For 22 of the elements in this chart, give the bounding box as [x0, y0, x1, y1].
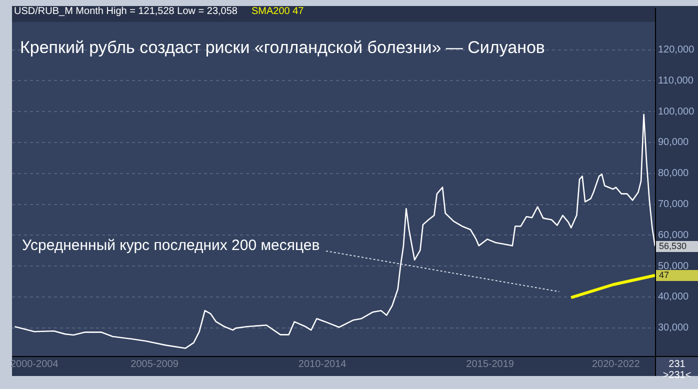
y-tick-label: 100,000	[658, 106, 695, 118]
y-tick-label: 120,000	[658, 44, 695, 56]
text: Крепкий рубль создаст риски «голландской болезни» — Силуанов	[20, 38, 545, 58]
y-tick-label: 70,000	[658, 199, 690, 210]
text: >231<	[662, 370, 692, 381]
y-tick-label: 80,000	[658, 168, 690, 180]
x-tick-label: 2020-2022	[592, 358, 640, 370]
x-tick-label: 2005-2009	[130, 358, 179, 370]
x-tick-label: 2010-2014	[298, 358, 347, 370]
chart-subtitle: USD/RUB_M Month High = 121,528 Low = 23,058	[14, 6, 238, 17]
text: SMA200 47	[251, 6, 304, 17]
text: 231	[668, 359, 686, 370]
y-tick-label: 110,000	[658, 75, 694, 86]
y-tick-label: 40,000	[658, 292, 690, 303]
y-tick-label: 30,000	[658, 322, 690, 334]
y-tick-label: 90,000	[658, 137, 690, 148]
text: 56,530	[656, 241, 698, 252]
y-tick-label: 50,000	[658, 260, 690, 272]
annotation: Усредненный курс последних 200 месяцев	[22, 237, 320, 254]
text: 47	[656, 270, 698, 282]
y-tick-label: 60,000	[658, 230, 690, 241]
x-tick-label: 2015-2019	[466, 358, 514, 370]
